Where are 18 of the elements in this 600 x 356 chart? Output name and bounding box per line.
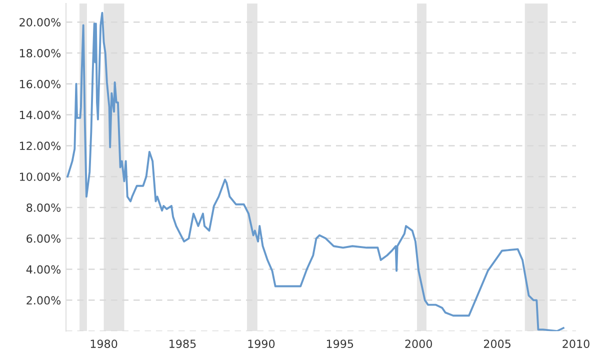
x-tick-label: 2010	[562, 340, 590, 348]
y-tick-label: 12.00%	[20, 142, 61, 150]
y-tick-label: 2.00%	[26, 296, 61, 305]
line-series	[66, 12, 564, 332]
y-tick-label: 16.00%	[20, 80, 61, 88]
x-tick-label: 2005	[484, 340, 510, 348]
x-tick-label: 1980	[90, 340, 118, 348]
x-tick-label: 2000	[405, 340, 432, 348]
y-tick-label: 4.00%	[26, 265, 61, 274]
x-tick-label: 1990	[248, 340, 275, 348]
x-tick-label: 1995	[326, 340, 354, 348]
y-tick-label: 14.00%	[20, 110, 61, 120]
y-tick-label: 10.00%	[20, 172, 61, 181]
y-tick-label: 18.00%	[20, 48, 61, 58]
y-tick-label: 6.00%	[26, 234, 61, 243]
x-tick-label: 1985	[170, 340, 196, 348]
y-tick-label: 20.00%	[20, 18, 61, 26]
y-tick-label: 8.00%	[26, 203, 61, 212]
